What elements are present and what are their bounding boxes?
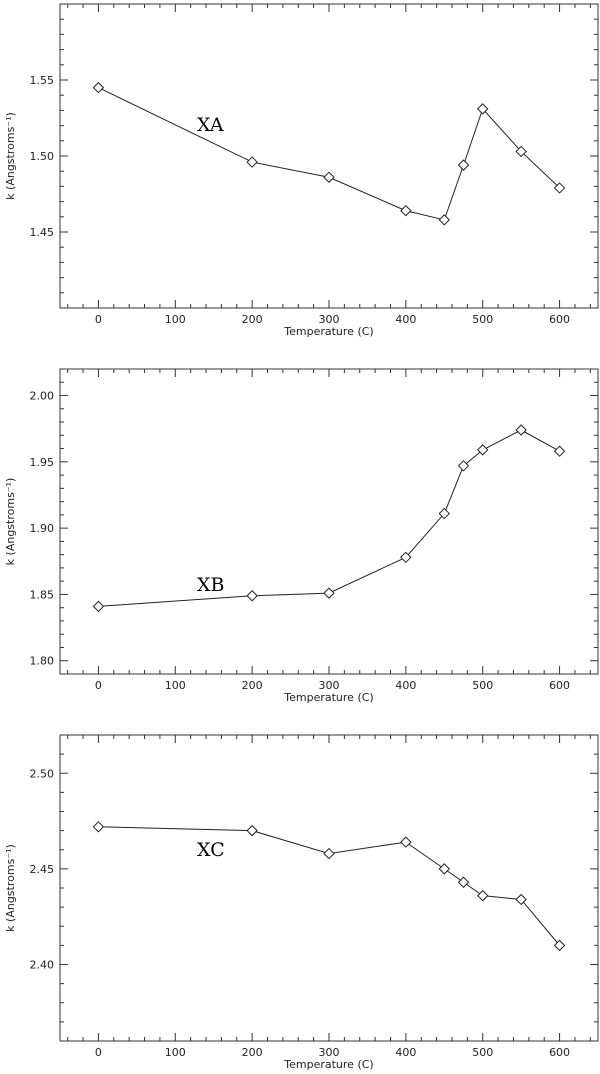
data-point-marker bbox=[400, 551, 412, 564]
x-tick-label: 100 bbox=[165, 679, 186, 692]
data-point-marker bbox=[246, 824, 258, 837]
x-tick-label: 600 bbox=[549, 1046, 570, 1059]
data-point-marker bbox=[438, 214, 450, 226]
data-point-marker bbox=[400, 205, 412, 217]
data-point-marker bbox=[477, 444, 489, 456]
y-tick-label: 1.45 bbox=[30, 226, 55, 239]
y-tick-label: 1.80 bbox=[30, 655, 55, 668]
x-tick-label: 300 bbox=[319, 679, 340, 692]
data-point-marker bbox=[457, 159, 470, 171]
chart-panel-2: 0 100 200 300 400 500 600 1.80 1.85 1.90 1.95 2.00 T… bbox=[4, 368, 599, 704]
data-point-marker bbox=[92, 600, 105, 613]
y-tick-label: 1.55 bbox=[30, 74, 55, 87]
data-point-marker bbox=[553, 939, 566, 952]
y-tick-label: 1.85 bbox=[30, 588, 55, 601]
x-tick-label: 100 bbox=[165, 313, 186, 326]
x-axis-title: Temperature (C) bbox=[283, 1058, 373, 1071]
x-tick-label: 0 bbox=[95, 313, 102, 326]
data-point-marker bbox=[246, 156, 258, 168]
series-line bbox=[98, 826, 560, 946]
y-axis-title: k (Angstroms⁻¹) bbox=[4, 112, 17, 200]
plot-frame bbox=[59, 3, 599, 309]
series-line bbox=[98, 87, 560, 221]
data-point-marker bbox=[515, 424, 527, 436]
y-tick-label: 1.95 bbox=[30, 456, 55, 469]
data-point-marker bbox=[515, 145, 527, 158]
panel-label: XA bbox=[197, 114, 224, 136]
data-point-marker bbox=[400, 836, 412, 848]
x-tick-label: 400 bbox=[395, 679, 416, 692]
x-tick-label: 100 bbox=[165, 1046, 186, 1059]
panel-label: XC bbox=[197, 839, 225, 861]
x-tick-label: 500 bbox=[472, 679, 493, 692]
plot-frame bbox=[59, 368, 599, 675]
y-tick-label: 2.40 bbox=[30, 959, 55, 972]
data-point-marker bbox=[553, 182, 566, 194]
y-tick-label: 2.00 bbox=[30, 390, 55, 403]
data-point-marker bbox=[438, 863, 450, 875]
x-tick-label: 500 bbox=[472, 313, 493, 326]
x-tick-label: 400 bbox=[395, 1046, 416, 1059]
y-axis-title: k (Angstroms⁻¹) bbox=[4, 478, 17, 566]
data-point-marker bbox=[323, 587, 335, 599]
x-tick-label: 200 bbox=[242, 1046, 263, 1059]
x-axis-title: Temperature (C) bbox=[283, 325, 373, 338]
panel-label: XB bbox=[197, 574, 225, 596]
x-tick-label: 0 bbox=[95, 679, 102, 692]
x-tick-label: 0 bbox=[95, 1046, 102, 1059]
x-tick-label: 200 bbox=[242, 679, 263, 692]
data-point-marker bbox=[438, 507, 450, 520]
y-tick-label: 1.90 bbox=[30, 522, 55, 535]
data-point-marker bbox=[92, 821, 105, 833]
x-axis-title: Temperature (C) bbox=[283, 691, 373, 704]
data-point-marker bbox=[246, 590, 258, 602]
y-tick-label: 2.50 bbox=[30, 767, 55, 780]
data-point-marker bbox=[457, 460, 470, 472]
chart-panel-3: 0 100 200 300 400 500 600 2.40 2.45 2.50 Temperatu… bbox=[4, 734, 599, 1071]
x-tick-label: 300 bbox=[319, 313, 340, 326]
x-tick-label: 200 bbox=[242, 313, 263, 326]
x-tick-label: 300 bbox=[319, 1046, 340, 1059]
data-point-marker bbox=[553, 445, 566, 457]
x-tick-label: 500 bbox=[472, 1046, 493, 1059]
x-tick-label: 600 bbox=[549, 679, 570, 692]
data-point-marker bbox=[323, 171, 335, 183]
chart-panel-1: 0 100 200 300 400 500 600 1.45 1.50 1.55 Temperatu… bbox=[4, 3, 599, 338]
data-point-marker bbox=[323, 847, 335, 860]
data-point-marker bbox=[477, 103, 489, 115]
series-line bbox=[98, 429, 560, 607]
data-point-marker bbox=[92, 81, 105, 94]
y-axis-title: k (Angstroms⁻¹) bbox=[4, 844, 17, 932]
data-point-marker bbox=[477, 889, 489, 902]
x-tick-label: 400 bbox=[395, 313, 416, 326]
y-tick-label: 2.45 bbox=[30, 863, 55, 876]
data-point-marker bbox=[515, 893, 527, 906]
plot-frame bbox=[59, 734, 599, 1042]
x-tick-label: 600 bbox=[549, 313, 570, 326]
y-tick-label: 1.50 bbox=[30, 150, 55, 163]
data-point-marker bbox=[457, 876, 470, 888]
